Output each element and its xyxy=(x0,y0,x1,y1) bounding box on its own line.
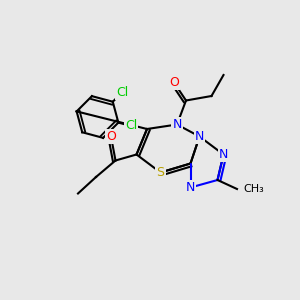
Text: O: O xyxy=(169,76,179,89)
Text: CH₃: CH₃ xyxy=(243,184,264,194)
Text: N: N xyxy=(219,148,228,161)
Text: O: O xyxy=(106,130,116,143)
Text: Cl: Cl xyxy=(125,119,137,132)
Text: N: N xyxy=(186,181,195,194)
Text: N: N xyxy=(172,118,182,131)
Text: S: S xyxy=(157,166,164,179)
Text: N: N xyxy=(195,130,204,143)
Text: Cl: Cl xyxy=(116,86,128,99)
